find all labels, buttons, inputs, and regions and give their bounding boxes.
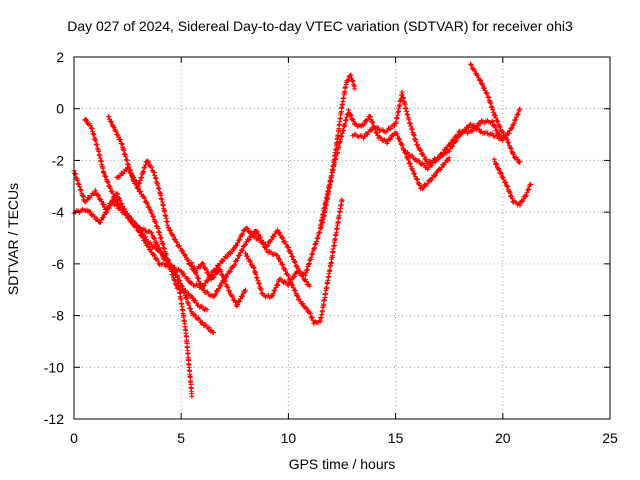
series-arc-4 [105, 114, 210, 313]
y-tick-label: -2 [52, 152, 65, 168]
data-points [71, 61, 534, 399]
chart-title: Day 027 of 2024, Sidereal Day-to-day VTE… [67, 18, 573, 34]
series-markers [114, 158, 248, 309]
x-tick-label: 15 [388, 430, 404, 446]
x-tick-label: 5 [177, 430, 185, 446]
x-tick-label: 0 [70, 430, 78, 446]
series-markers [491, 156, 534, 208]
y-tick-label: -10 [44, 359, 64, 375]
series-arc-2 [71, 198, 195, 399]
y-tick-label: -12 [44, 411, 64, 427]
y-tick-label: -6 [52, 256, 65, 272]
series-markers [403, 106, 523, 172]
series-arc-5 [114, 158, 248, 309]
series-arc-12 [491, 156, 534, 208]
series-markers [71, 198, 195, 399]
series-markers [350, 89, 506, 167]
x-tick-label: 10 [281, 430, 297, 446]
series-arc-11 [468, 61, 523, 165]
series-arc-7 [243, 72, 358, 301]
series-markers [243, 72, 358, 301]
series-markers [468, 61, 523, 165]
y-tick-label: -8 [52, 308, 65, 324]
x-tick-label: 20 [495, 430, 511, 446]
series-arc-10 [403, 106, 523, 172]
series-markers [189, 197, 345, 326]
plot-frame [73, 56, 611, 420]
x-axis-label: GPS time / hours [288, 456, 396, 472]
y-tick-label: 2 [56, 49, 64, 65]
series-arc-9 [350, 89, 506, 167]
series-arc-6 [189, 197, 345, 326]
series-arc-8 [318, 107, 452, 229]
y-tick-label: -4 [52, 204, 65, 220]
axis-ticks: 0 5 10 15 20 25 -12 -10 -8 -6 -4 -2 0 2 [44, 49, 618, 446]
series-markers [318, 107, 452, 229]
series-markers [105, 114, 210, 313]
y-axis-label: SDTVAR / TECUs [5, 182, 21, 296]
x-tick-label: 25 [602, 430, 618, 446]
y-tick-label: 0 [56, 101, 64, 117]
